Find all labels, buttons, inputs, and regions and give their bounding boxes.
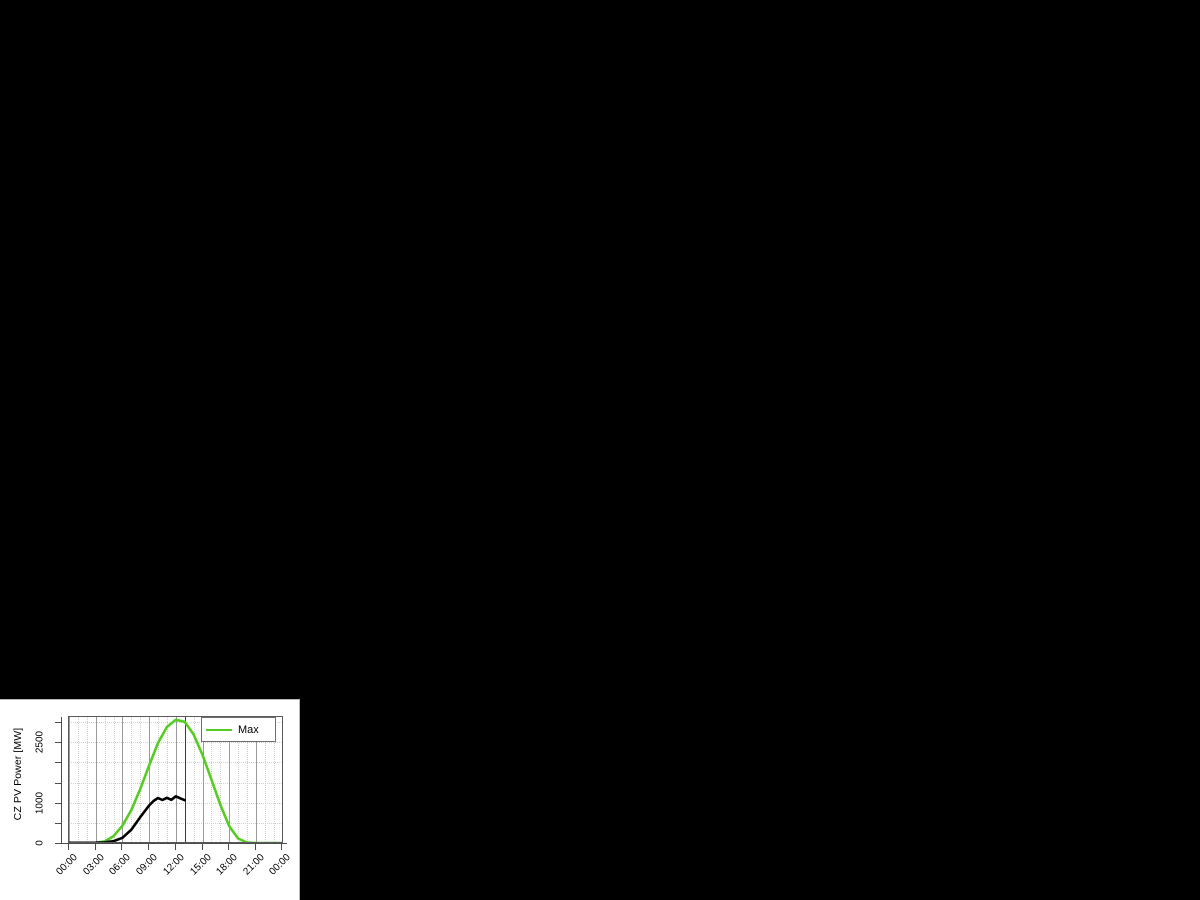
y-tick-text: 2500: [34, 731, 46, 754]
y-axis-line: [61, 717, 62, 843]
vgrid-minor: [77, 717, 80, 842]
hgrid-500: [69, 822, 282, 825]
vgrid-major-1800: [229, 717, 231, 842]
vgrid-minor: [193, 717, 196, 842]
y-tick-mark-0: [55, 843, 62, 844]
hgrid-2000: [69, 762, 282, 764]
x-axis-line: [62, 843, 287, 844]
x-tick-mark-1200: [174, 843, 176, 850]
vgrid-minor: [113, 717, 116, 842]
vgrid-minor: [166, 717, 169, 842]
vgrid-major-0000: [69, 717, 70, 842]
legend-line-swatch-max: [206, 728, 232, 731]
x-tick-mark-0000b: [281, 843, 282, 850]
vgrid-major-2400: [282, 717, 283, 842]
vgrid-minor: [158, 717, 160, 842]
hgrid-3000: [69, 722, 282, 724]
x-tick-mark-0300: [94, 843, 96, 850]
y-tick-text: 0: [34, 840, 46, 846]
vgrid-minor: [238, 717, 240, 842]
vgrid-minor: [131, 717, 133, 842]
x-tick-mark-2100: [254, 843, 256, 850]
y-tick-mark-500: [55, 822, 62, 824]
legend-label-max: Max: [238, 723, 259, 736]
vgrid-minor: [104, 717, 107, 842]
x-tick-mark-0000a: [68, 843, 69, 850]
x-tick-mark-0900: [148, 843, 150, 850]
vgrid-minor: [264, 717, 267, 842]
cz-pv-power-chart-panel: CZ PV Power [MW] 0 1000 2500: [0, 699, 300, 900]
vgrid-minor: [247, 717, 249, 842]
y-tick-mark-3000: [55, 722, 62, 724]
vgrid-major-0600: [122, 717, 124, 842]
x-tick-mark-0600: [121, 843, 123, 850]
vgrid-major-0300: [95, 717, 97, 842]
current-time-marker: [184, 717, 186, 842]
y-tick-text: 1000: [34, 791, 46, 814]
x-tick-mark-1500: [201, 843, 203, 850]
vgrid-minor: [140, 717, 142, 842]
vgrid-minor: [273, 717, 276, 842]
series-plot: [69, 718, 282, 842]
vgrid-minor: [86, 717, 89, 842]
vgrid-major-0900: [149, 717, 151, 842]
vgrid-major-2100: [255, 717, 257, 842]
vgrid-major-1200: [175, 717, 177, 842]
y-tick-mark-1000: [55, 802, 62, 804]
y-tick-mark-2000: [55, 762, 62, 764]
y-tick-mark-1500: [55, 782, 62, 784]
hgrid-2500: [69, 742, 282, 744]
hgrid-1000: [69, 802, 282, 805]
legend: Max: [201, 717, 276, 742]
vgrid-minor: [220, 717, 222, 842]
series-actual-line: [69, 795, 186, 842]
x-tick-mark-1800: [228, 843, 230, 850]
y-tick-mark-2500: [55, 742, 62, 744]
vgrid-major-1500: [202, 717, 204, 842]
hgrid-1500: [69, 782, 282, 785]
